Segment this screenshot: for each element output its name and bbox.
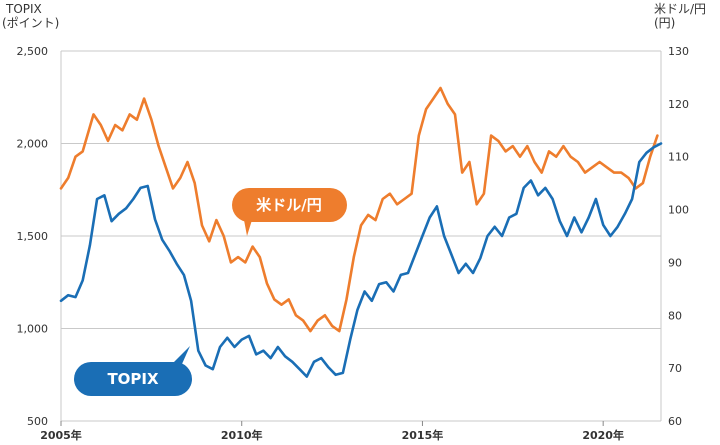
usd-jpy-callout-label: 米ドル/円 xyxy=(256,196,321,214)
right-tick-label: 110 xyxy=(668,151,689,164)
right-tick-label: 70 xyxy=(668,362,682,375)
x-tick-label: 2010年 xyxy=(221,428,263,442)
usd-jpy-callout: 米ドル/円 xyxy=(232,188,347,236)
right-tick-label: 80 xyxy=(668,309,682,322)
left-axis-title: TOPIX (ポイント) xyxy=(2,2,59,30)
right-tick-label: 120 xyxy=(668,98,689,111)
right-tick-label: 130 xyxy=(668,45,689,58)
right-axis-title-line-2: (円) xyxy=(654,16,675,30)
topix-callout-pointer xyxy=(172,346,190,364)
x-tick-label: 2020年 xyxy=(582,428,624,442)
topix-callout-label: TOPIX xyxy=(107,370,159,388)
x-tick-label: 2015年 xyxy=(402,428,444,442)
x-axis-ticks: 2005年 2010年 2015年 2020年 xyxy=(40,421,624,442)
right-axis-title: 米ドル/円 (円) xyxy=(654,2,706,30)
series-lines xyxy=(59,86,663,378)
left-axis-ticks: 500 1,000 1,500 2,000 2,500 xyxy=(17,45,49,428)
topix-line xyxy=(59,142,663,378)
left-tick-label: 2,500 xyxy=(17,45,49,58)
right-tick-label: 60 xyxy=(668,415,682,428)
left-tick-label: 2,000 xyxy=(17,138,49,151)
left-tick-label: 500 xyxy=(27,415,48,428)
usd-jpy-callout-box xyxy=(232,188,347,222)
left-axis-title-line-1: TOPIX xyxy=(5,2,42,16)
topix-callout: TOPIX xyxy=(74,346,192,396)
left-tick-label: 1,000 xyxy=(17,323,49,336)
left-axis-title-line-2: (ポイント) xyxy=(2,16,59,30)
x-tick-label: 2005年 xyxy=(40,428,82,442)
topix-callout-box xyxy=(74,362,192,396)
right-axis-ticks: 60 70 80 90 100 110 120 130 xyxy=(668,45,689,428)
right-tick-label: 100 xyxy=(668,204,689,217)
usd-jpy-line xyxy=(59,86,659,333)
left-tick-label: 1,500 xyxy=(17,230,49,243)
right-tick-label: 90 xyxy=(668,256,682,269)
right-axis-title-line-1: 米ドル/円 xyxy=(654,2,706,16)
usd-jpy-callout-pointer xyxy=(244,220,252,236)
